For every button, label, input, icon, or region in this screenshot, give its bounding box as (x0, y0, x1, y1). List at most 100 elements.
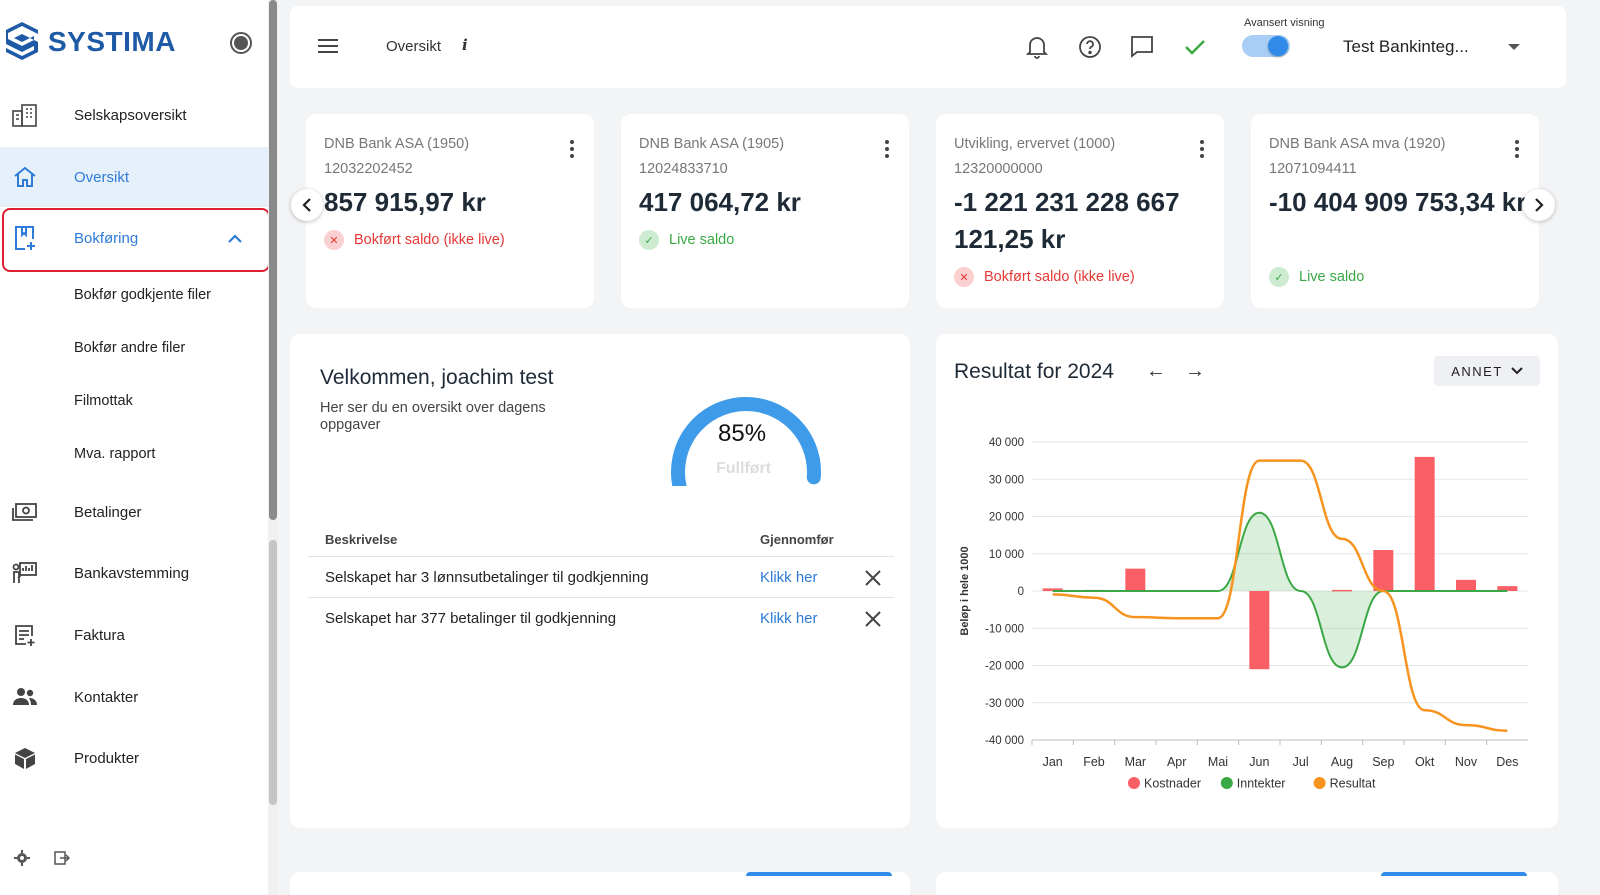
sidebar-subitem-bokfor-andre[interactable]: Bokfør andre filer (74, 340, 186, 356)
legend-marker (1220, 777, 1233, 789)
account-card[interactable]: DNB Bank ASA mva (1920) 12071094411 -10 … (1251, 114, 1539, 308)
scrollbar-thumb[interactable] (269, 0, 277, 520)
logout-icon[interactable] (54, 850, 70, 866)
account-card[interactable]: Utvikling, ervervet (1000) 12320000000 -… (936, 114, 1224, 308)
sidebar-item-faktura[interactable]: Faktura (0, 605, 272, 665)
progress-gauge (671, 397, 821, 486)
chevron-left-icon (302, 198, 311, 212)
bar-kostnader (1332, 589, 1352, 592)
account-balance: 417 064,72 kr (639, 187, 801, 217)
account-balance: -1 221 231 228 667 121,25 kr (954, 187, 1180, 254)
chat-icon[interactable] (1130, 35, 1154, 59)
advanced-view-toggle[interactable] (1242, 35, 1290, 57)
account-number: 12071094411 (1269, 161, 1357, 177)
bottom-panel (936, 872, 1558, 895)
sidebar-item-label: Bankavstemming (74, 564, 190, 582)
sidebar-item-selskapsoversikt[interactable]: Selskapsoversikt (0, 85, 272, 145)
bar-kostnader (1042, 588, 1063, 591)
next-year-arrow-icon[interactable]: → (1185, 360, 1205, 382)
welcome-title: Velkommen, joachim test (320, 366, 554, 389)
y-tick-label: -40 000 (985, 735, 1024, 747)
sidebar-item-label: Kontakter (74, 688, 139, 706)
account-number: 12032202452 (324, 161, 413, 177)
divider (308, 597, 894, 598)
bar-kostnader (1373, 550, 1394, 591)
more-options-icon[interactable] (1200, 140, 1204, 161)
bottom-panel-button[interactable] (1381, 872, 1527, 876)
sidebar-subitem-mva-rapport[interactable]: Mva. rapport (74, 446, 156, 462)
advanced-view-label: Avansert visning (1244, 17, 1325, 29)
caret-down-icon[interactable] (1508, 44, 1520, 50)
task-action-link[interactable]: Klikk her (760, 569, 818, 586)
progress-value: 85% (718, 420, 767, 447)
help-icon[interactable] (1078, 35, 1102, 59)
settings-gear-icon[interactable] (14, 850, 30, 866)
sidebar-item-oversikt[interactable]: Oversikt (0, 147, 272, 207)
more-options-icon[interactable] (570, 140, 574, 161)
brand-name: SYSTIMA (48, 26, 176, 57)
dismiss-icon[interactable] (864, 569, 882, 587)
account-card[interactable]: DNB Bank ASA (1905) 12024833710 417 064,… (621, 114, 909, 308)
task-action-link[interactable]: Klikk her (760, 610, 818, 627)
sidebar: SYSTIMA Selskapsoversikt Oversikt Bokfør… (0, 0, 272, 895)
legend-marker (1313, 777, 1326, 789)
y-tick-label: -30 000 (985, 698, 1024, 710)
sidebar-subitem-bokfor-godkjente[interactable]: Bokfør godkjente filer (74, 287, 212, 303)
legend-label: Inntekter (1237, 777, 1286, 791)
filter-dropdown[interactable]: ANNET (1434, 356, 1540, 386)
more-options-icon[interactable] (1515, 140, 1519, 161)
sidebar-item-label: Faktura (74, 626, 125, 644)
status-indicator-icon[interactable] (230, 32, 252, 54)
column-header: Beskrivelse (325, 532, 398, 547)
bell-icon[interactable] (1025, 35, 1049, 59)
y-tick-label: -20 000 (985, 661, 1024, 673)
bottom-panel-button[interactable] (746, 872, 892, 876)
welcome-panel: Velkommen, joachim test Her ser du en ov… (290, 334, 910, 828)
y-tick-label: 20 000 (989, 512, 1024, 524)
y-tick-label: 0 (1018, 586, 1024, 598)
info-icon[interactable]: i (462, 36, 468, 54)
y-tick-label: 10 000 (989, 549, 1024, 561)
previous-year-arrow-icon[interactable]: ← (1146, 360, 1166, 382)
success-icon: ✓ (1269, 267, 1289, 287)
payments-icon (12, 499, 38, 525)
sidebar-scrollbar[interactable] (268, 0, 278, 895)
breadcrumb: Oversikt (386, 38, 442, 55)
menu-icon[interactable] (318, 38, 338, 54)
brand-logo[interactable]: SYSTIMA (4, 20, 176, 64)
sidebar-item-label: Produkter (74, 749, 140, 767)
account-status: ✓ Live saldo (1269, 267, 1364, 287)
x-tick-label: Sep (1372, 755, 1394, 769)
account-name: DNB Bank ASA (1950) (324, 136, 470, 152)
sidebar-item-kontakter[interactable]: Kontakter (0, 667, 272, 727)
more-options-icon[interactable] (885, 140, 889, 161)
chevron-up-icon[interactable] (228, 234, 242, 243)
company-selector[interactable]: Test Bankinteg... (1343, 37, 1469, 56)
check-icon[interactable] (1183, 35, 1207, 59)
x-tick-label: Des (1496, 755, 1518, 769)
account-number: 12320000000 (954, 161, 1043, 177)
carousel-next-button[interactable] (1523, 189, 1555, 221)
bookkeeping-icon (12, 225, 38, 251)
x-tick-label: Jul (1293, 755, 1309, 769)
y-axis-label: Beløp i hele 1000 (959, 546, 971, 635)
account-name: Utvikling, ervervet (1000) (954, 136, 1116, 152)
dismiss-icon[interactable] (864, 610, 882, 628)
sidebar-item-bokforing[interactable]: Bokføring (0, 208, 272, 272)
sidebar-item-bankavstemming[interactable]: Bankavstemming (0, 543, 272, 603)
x-tick-label: Okt (1415, 755, 1435, 769)
sidebar-item-betalinger[interactable]: Betalinger (0, 482, 272, 542)
invoice-icon (12, 622, 38, 648)
sidebar-item-produkter[interactable]: Produkter (0, 728, 272, 788)
bar-kostnader (1456, 579, 1476, 591)
status-text: Bokført saldo (ikke live) (984, 269, 1135, 285)
sidebar-item-label: Selskapsoversikt (74, 106, 187, 124)
account-card[interactable]: DNB Bank ASA (1950) 12032202452 857 915,… (306, 114, 594, 308)
account-name: DNB Bank ASA mva (1920) (1269, 136, 1446, 152)
sidebar-subitem-filmottak[interactable]: Filmottak (74, 393, 133, 409)
account-status: ✕ Bokført saldo (ikke live) (324, 230, 505, 250)
bar-kostnader (1249, 591, 1270, 670)
column-header: Gjennomfør (760, 532, 834, 547)
carousel-prev-button[interactable] (291, 189, 323, 221)
status-text: Live saldo (1299, 269, 1365, 285)
